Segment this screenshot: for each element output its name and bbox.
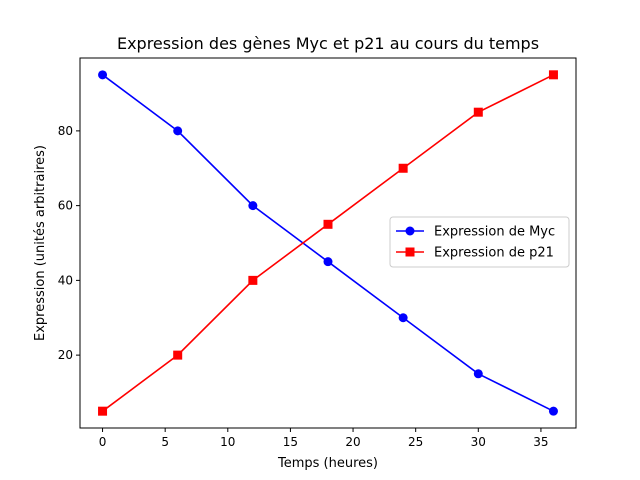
- plot-area: 0 5 10 15 20 25 30 35 20 40 60 80: [58, 57, 577, 449]
- x-tick-label: 10: [220, 435, 235, 449]
- data-point-p21: [323, 219, 333, 229]
- data-point-p21: [398, 163, 408, 173]
- x-tick-label: 35: [533, 435, 548, 449]
- legend-label-myc: Expression de Myc: [434, 225, 555, 240]
- data-point-myc: [548, 406, 558, 416]
- data-point-myc: [98, 70, 108, 80]
- data-point-p21: [98, 406, 108, 416]
- x-tick-label: 25: [408, 435, 423, 449]
- y-axis: 20 40 60 80: [58, 124, 80, 362]
- data-point-myc: [173, 126, 183, 136]
- x-tick-label: 20: [345, 435, 360, 449]
- chart-title: Expression des gènes Myc et p21 au cours…: [117, 34, 539, 53]
- legend-marker-myc: [405, 226, 415, 236]
- data-point-p21: [248, 275, 258, 285]
- x-tick-label: 5: [161, 435, 169, 449]
- data-point-p21: [548, 70, 558, 80]
- y-tick-label: 60: [58, 199, 73, 213]
- data-point-myc: [398, 313, 408, 323]
- x-axis-label: Temps (heures): [277, 456, 378, 471]
- x-tick-label: 30: [471, 435, 486, 449]
- legend: Expression de Myc Expression de p21: [389, 216, 570, 268]
- y-tick-label: 40: [58, 273, 73, 287]
- x-axis: 0 5 10 15 20 25 30 35: [99, 428, 549, 449]
- legend-box: [389, 216, 570, 268]
- data-point-p21: [173, 350, 183, 360]
- series-layer: [98, 70, 558, 416]
- data-point-myc: [248, 201, 258, 211]
- y-tick-label: 20: [58, 348, 73, 362]
- data-point-myc: [473, 369, 483, 379]
- data-point-myc: [323, 257, 333, 267]
- y-tick-label: 80: [58, 124, 73, 138]
- plot-frame: [79, 57, 577, 429]
- y-axis-label: Expression (unités arbitraires): [33, 145, 48, 341]
- legend-marker-p21: [405, 247, 415, 257]
- x-tick-label: 15: [283, 435, 298, 449]
- x-tick-label: 0: [99, 435, 107, 449]
- data-point-p21: [473, 107, 483, 117]
- legend-label-p21: Expression de p21: [434, 246, 554, 261]
